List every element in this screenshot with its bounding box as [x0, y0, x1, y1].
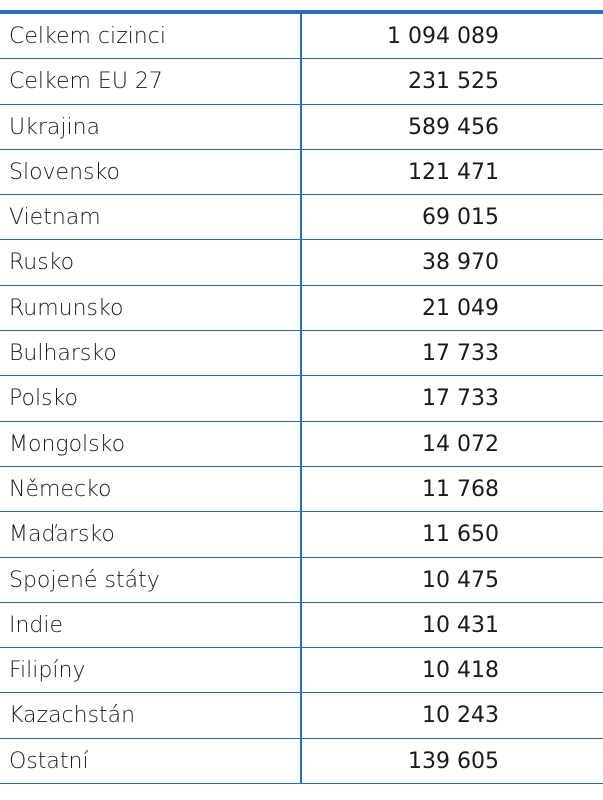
count-value: 139 605 [408, 748, 499, 774]
country-label: Indie [9, 612, 64, 638]
country-label: Maďarsko [9, 522, 115, 548]
count-value: 1 094 089 [387, 24, 499, 49]
country-label: Vietnam [9, 205, 101, 231]
count-value: 11 650 [422, 522, 499, 548]
country-label: Spojené státy [9, 567, 160, 593]
country-label: Rumunsko [9, 295, 124, 321]
count-value: 10 418 [422, 658, 499, 684]
count-value: 17 733 [422, 341, 499, 367]
count-value: 69 015 [422, 205, 499, 231]
column-divider [300, 14, 302, 785]
count-value: 121 471 [408, 159, 499, 185]
count-value: 38 970 [422, 250, 499, 276]
count-value: 17 733 [422, 386, 499, 412]
count-value: 10 475 [422, 567, 499, 593]
country-label: Mongolsko [9, 431, 126, 457]
count-value: 14 072 [422, 431, 499, 457]
table: Celkem cizinci 1 094 089 Celkem EU 27 231 5… [0, 10, 603, 785]
country-label: Ukrajina [9, 114, 101, 140]
count-value: 11 768 [422, 476, 499, 502]
country-label: Německo [9, 476, 112, 502]
table-row: Spojené státy 10 475 [0, 558, 603, 603]
count-value: 10 243 [422, 703, 499, 729]
country-label: Bulharsko [9, 341, 117, 367]
count-value: 589 456 [408, 114, 499, 140]
count-value: 21 049 [422, 295, 499, 321]
country-label: Celkem cizinci [9, 24, 166, 49]
country-label: Filipíny [9, 658, 86, 684]
count-value: 231 525 [408, 69, 499, 95]
country-label: Kazachstán [9, 703, 136, 729]
country-label: Rusko [9, 250, 75, 276]
country-label: Slovensko [9, 159, 120, 185]
country-label: Celkem EU 27 [9, 69, 163, 95]
country-label: Ostatní [9, 748, 89, 774]
table-row: Rusko 38 970 [0, 240, 603, 286]
table-row: Celkem cizinci 1 094 089 [0, 14, 603, 60]
count-value: 10 431 [422, 612, 499, 638]
country-label: Polsko [9, 386, 78, 412]
table-row: Slovensko 121 471 [0, 150, 603, 196]
